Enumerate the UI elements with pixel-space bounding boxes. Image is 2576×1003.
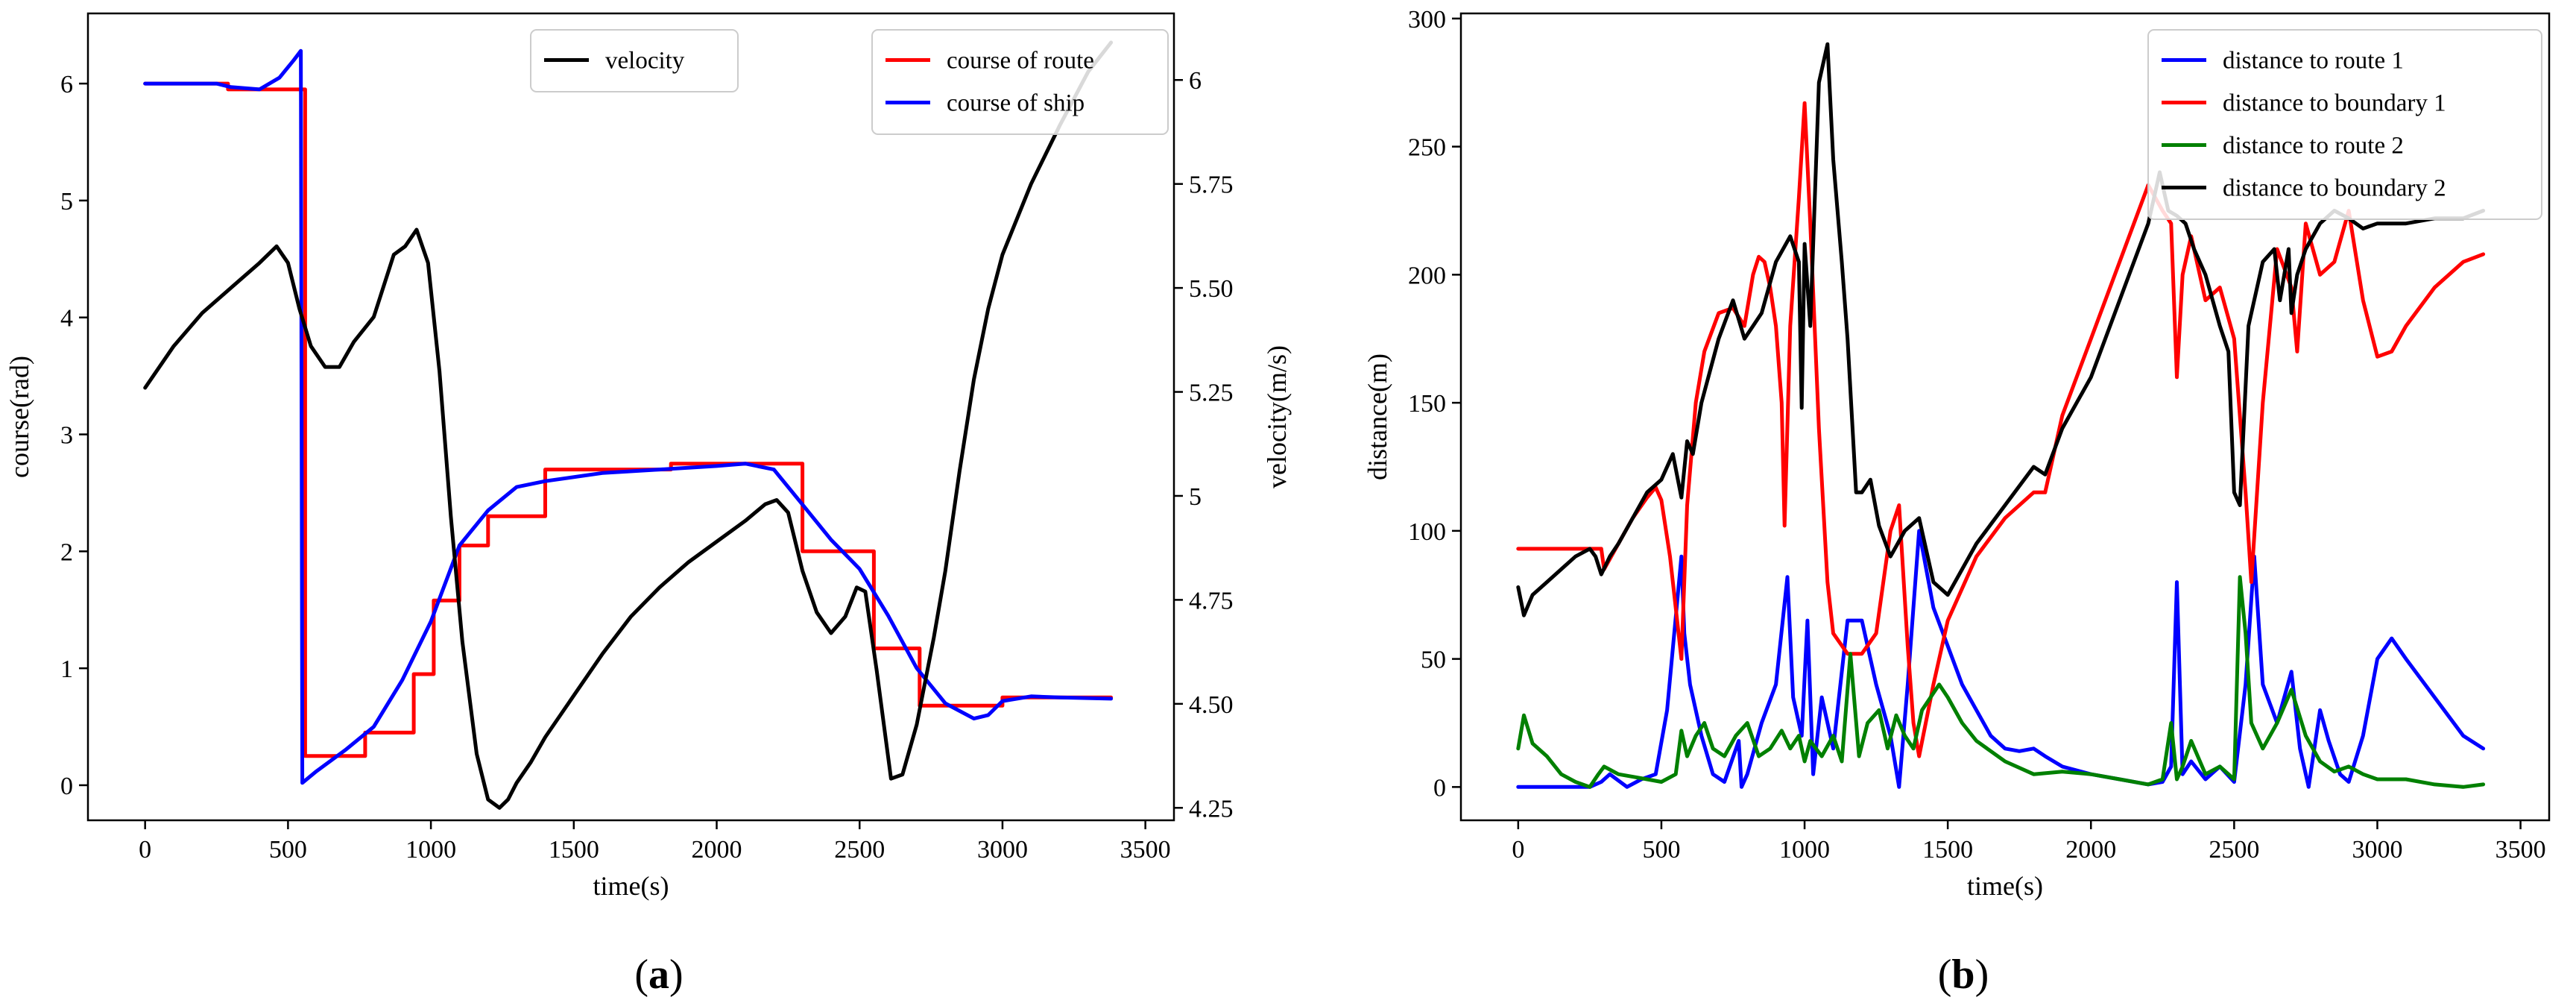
series-line-course-of-ship bbox=[143, 48, 1114, 785]
legend-label: distance to route 1 bbox=[2223, 48, 2404, 75]
y-tick-label: 300 bbox=[1408, 6, 1446, 34]
x-tick-label: 2000 bbox=[2065, 836, 2116, 864]
legend-label: velocity bbox=[605, 48, 685, 75]
y-tick-label: 0 bbox=[1433, 774, 1446, 802]
legend-velocity: velocity bbox=[530, 29, 739, 92]
legend-distance: distance to route 1 distance to boundary … bbox=[2147, 29, 2542, 220]
panel-label-a: (a) bbox=[634, 952, 683, 998]
x-tick-label: 1000 bbox=[1779, 836, 1830, 864]
legend-label: course of route bbox=[947, 48, 1094, 75]
x-tick-label: 3000 bbox=[2352, 836, 2402, 864]
plot-frame bbox=[1459, 12, 2551, 822]
x-tick-label: 1500 bbox=[549, 836, 599, 864]
y-right-tick-label: 5.25 bbox=[1189, 380, 1234, 407]
series-line-distance-to-boundary-1 bbox=[1516, 101, 2486, 758]
panel-label-b: (b) bbox=[1938, 952, 1989, 998]
y-right-tick-label: 4.50 bbox=[1189, 691, 1234, 719]
x-tick-label: 0 bbox=[1512, 836, 1524, 864]
y-tick-label: 150 bbox=[1408, 390, 1446, 418]
series-line-velocity bbox=[143, 40, 1114, 810]
y-right-tick-label: 5 bbox=[1189, 483, 1202, 511]
panel-label-a-letter: a bbox=[648, 952, 669, 998]
x-tick-label: 3000 bbox=[977, 836, 1028, 864]
y-tick-label: 3 bbox=[60, 422, 73, 450]
plot-frame bbox=[86, 12, 1175, 822]
y-right-tick-label: 4.25 bbox=[1189, 795, 1234, 823]
y-right-tick-label: 4.75 bbox=[1189, 587, 1234, 614]
legend-course: course of route course of ship bbox=[871, 29, 1169, 135]
chart-b: 0 500 1000 1500 2000 2500 3000 3500 0 50 100 150 200… bbox=[1363, 6, 2551, 901]
y-axis-label: distance(m) bbox=[1363, 353, 1392, 480]
series-line-distance-to-route-1 bbox=[1516, 529, 2486, 789]
x-tick-label: 500 bbox=[269, 836, 307, 864]
series-line-distance-to-route-2 bbox=[1516, 575, 2486, 789]
y-tick-label: 4 bbox=[60, 305, 73, 333]
legend-box bbox=[2147, 29, 2542, 220]
y-axis-label: course(rad) bbox=[4, 356, 34, 478]
x-tick-label: 2000 bbox=[692, 836, 742, 864]
x-tick-label: 2500 bbox=[834, 836, 885, 864]
legend-box bbox=[871, 29, 1169, 135]
legend-label: distance to boundary 2 bbox=[2223, 175, 2446, 202]
y-tick-label: 250 bbox=[1408, 134, 1446, 162]
y-tick-label: 6 bbox=[60, 71, 73, 98]
y-tick-label: 200 bbox=[1408, 262, 1446, 289]
y-right-tick-label: 6 bbox=[1189, 67, 1202, 95]
x-tick-label: 1000 bbox=[405, 836, 456, 864]
y-tick-label: 50 bbox=[1421, 647, 1446, 674]
y-tick-label: 2 bbox=[60, 538, 73, 566]
y-tick-label: 5 bbox=[60, 188, 73, 216]
y-right-axis-label: velocity(m/s) bbox=[1262, 345, 1292, 488]
x-tick-label: 3500 bbox=[1120, 836, 1171, 864]
x-axis-label: time(s) bbox=[1967, 871, 2043, 901]
legend-label: distance to boundary 1 bbox=[2223, 90, 2446, 117]
x-tick-label: 2500 bbox=[2209, 836, 2259, 864]
x-tick-label: 500 bbox=[1642, 836, 1680, 864]
chart-a: 0 500 1000 1500 2000 2500 3000 3500 0 1 2 3 4 5 6 4.25 4… bbox=[4, 12, 1292, 901]
x-tick-label: 3500 bbox=[2496, 836, 2546, 864]
panel-label-b-letter: b bbox=[1951, 952, 1974, 998]
x-tick-label: 0 bbox=[139, 836, 151, 864]
x-tick-label: 1500 bbox=[1922, 836, 1973, 864]
y-tick-label: 1 bbox=[60, 655, 73, 683]
y-tick-label: 100 bbox=[1408, 518, 1446, 546]
legend-label: course of ship bbox=[947, 90, 1085, 117]
legend-box bbox=[530, 29, 739, 92]
y-tick-label: 0 bbox=[60, 773, 73, 800]
legend-label: distance to route 2 bbox=[2223, 133, 2404, 160]
y-right-tick-label: 5.50 bbox=[1189, 275, 1234, 303]
series-line-distance-to-boundary-2 bbox=[1516, 42, 2486, 617]
y-right-tick-label: 5.75 bbox=[1189, 172, 1234, 199]
x-axis-label: time(s) bbox=[593, 871, 669, 901]
